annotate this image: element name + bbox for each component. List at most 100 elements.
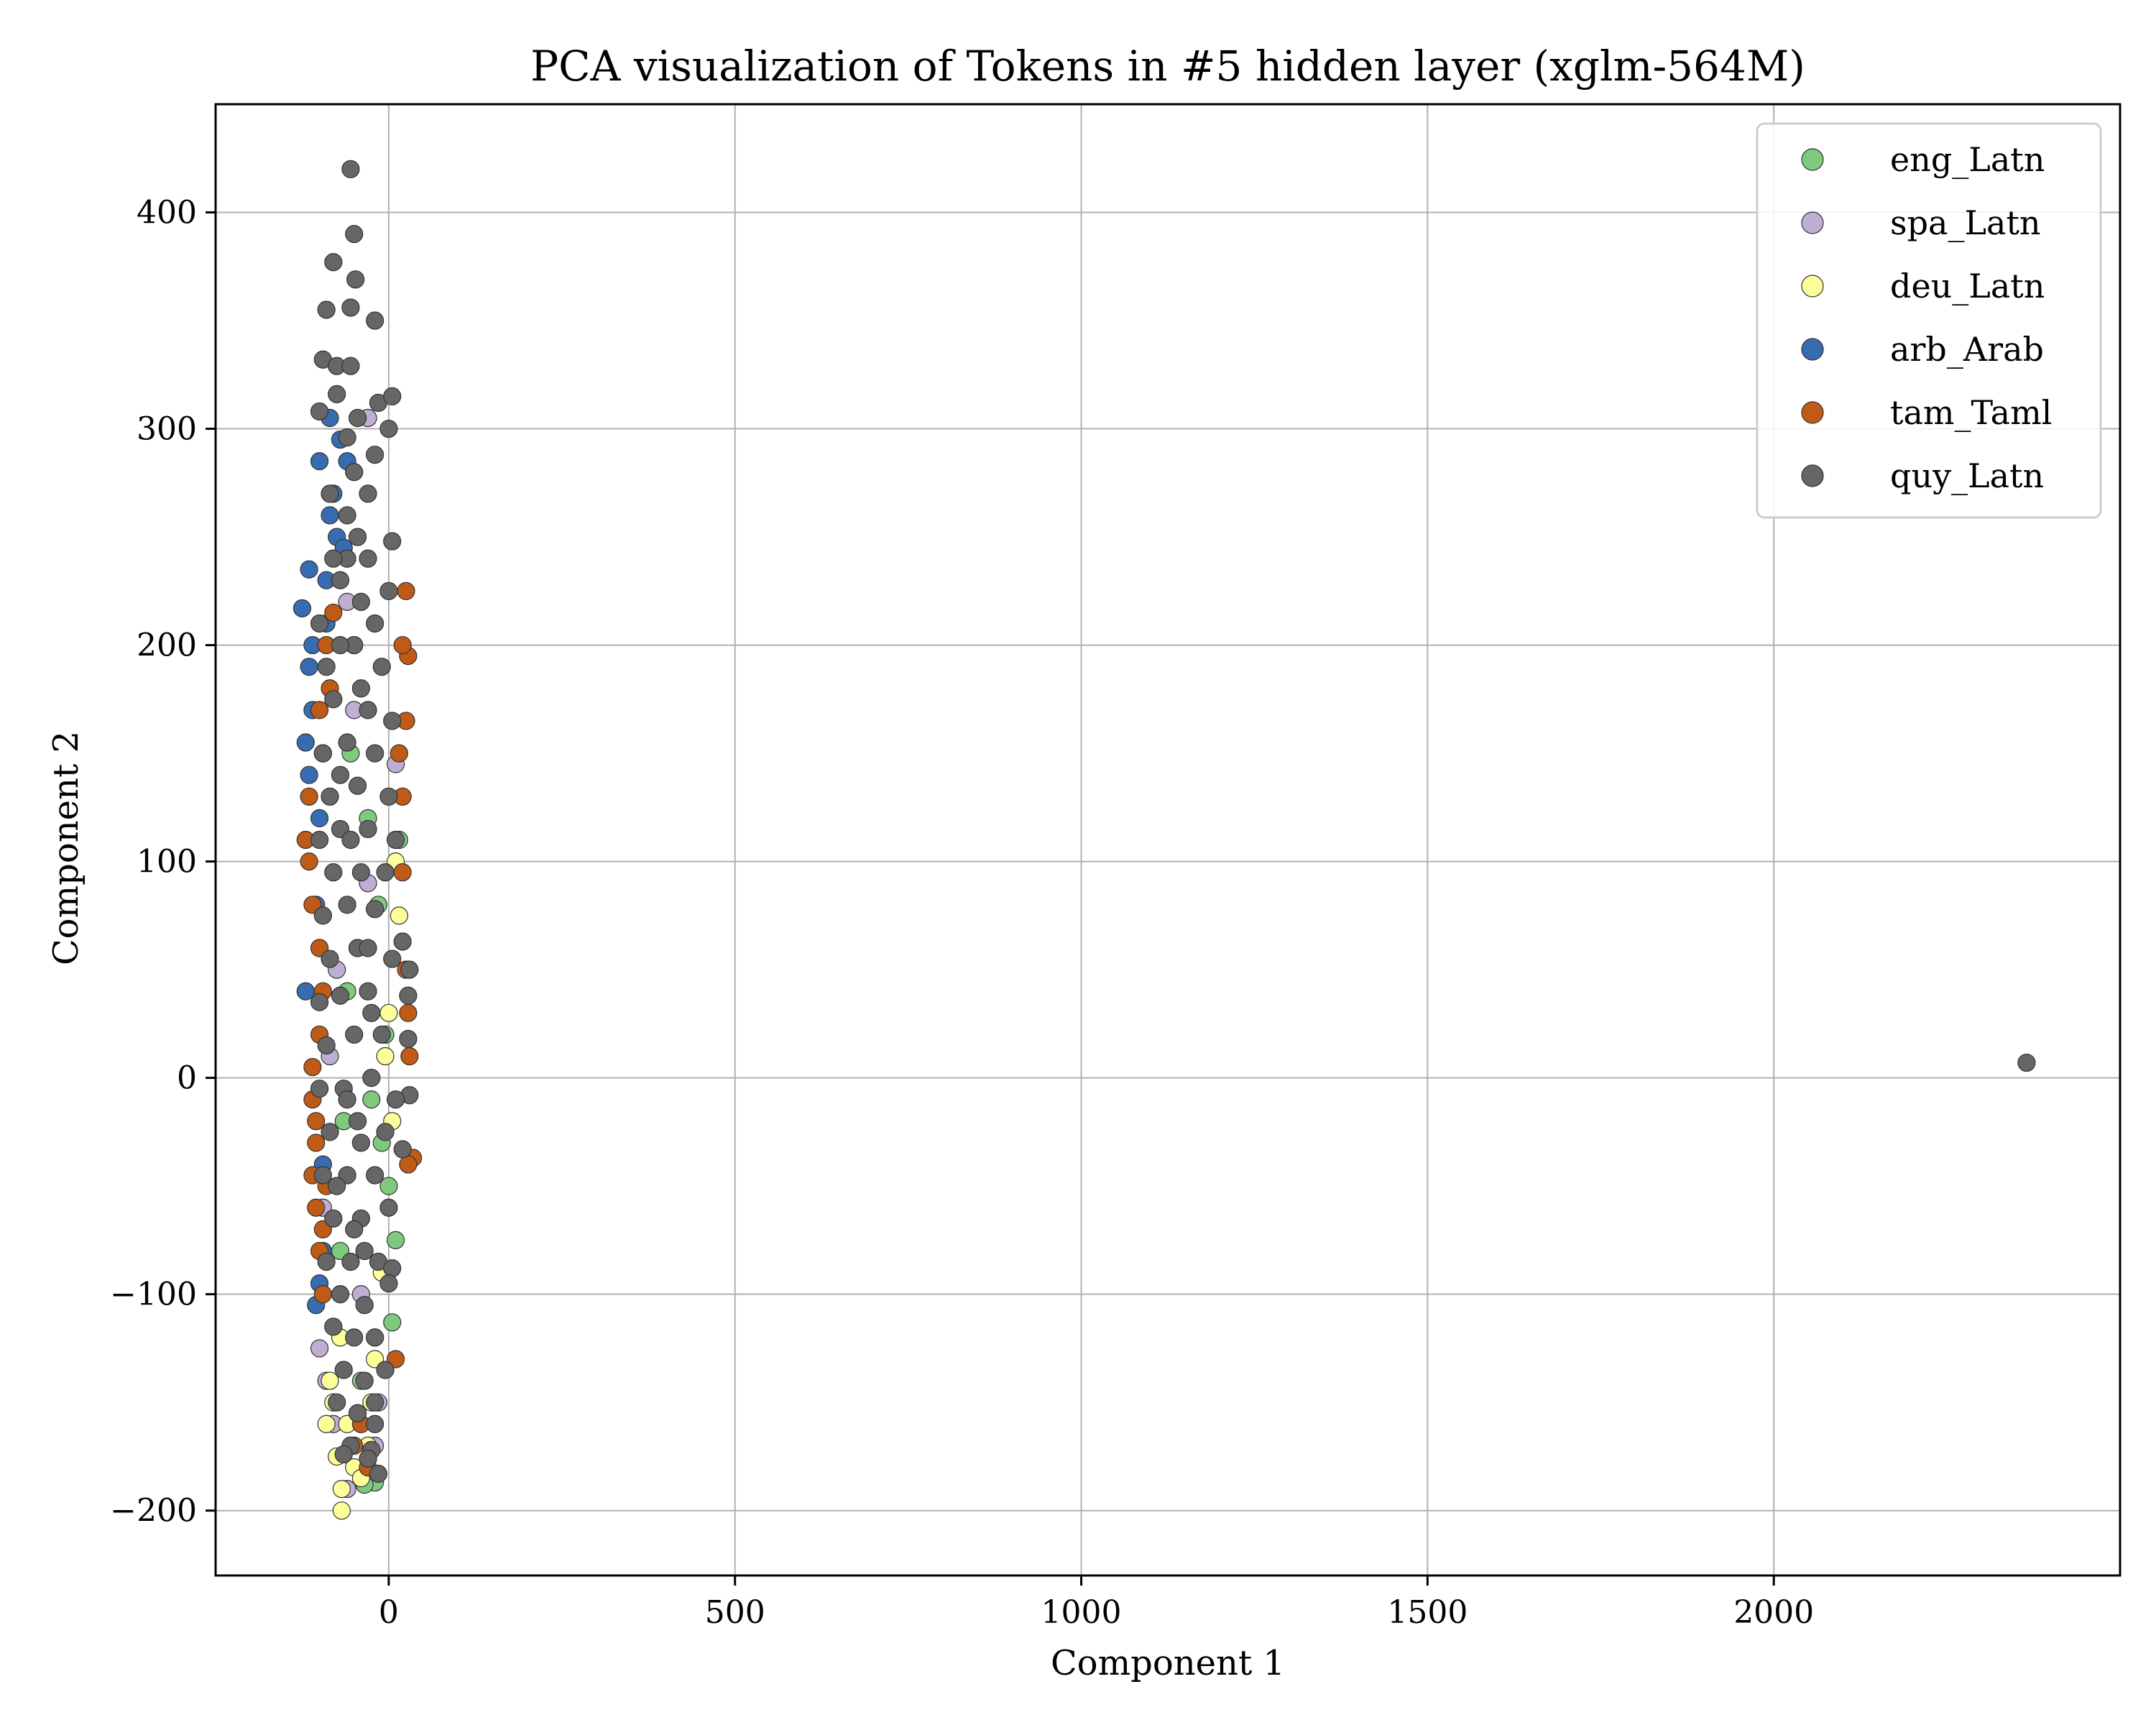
legend-marker	[1801, 211, 1824, 234]
data-point	[310, 701, 329, 719]
data-point	[359, 939, 377, 957]
data-point	[324, 863, 343, 882]
data-point	[341, 298, 360, 317]
data-point	[345, 463, 364, 482]
data-point	[351, 592, 370, 611]
data-point	[393, 1140, 412, 1159]
data-point	[366, 1328, 384, 1347]
y-axis-label: Component 2	[46, 731, 86, 965]
data-point	[393, 635, 412, 655]
data-point	[324, 1317, 343, 1336]
data-point	[332, 1501, 351, 1520]
data-point	[351, 679, 370, 698]
data-point	[307, 1133, 326, 1152]
data-point	[296, 982, 315, 1000]
data-point	[338, 428, 356, 447]
data-point	[379, 1198, 398, 1217]
data-point	[345, 225, 364, 244]
legend-label: eng_Latn	[1890, 140, 2045, 179]
data-point	[300, 787, 318, 806]
data-point	[307, 1198, 326, 1217]
data-point	[399, 986, 418, 1005]
data-point	[338, 506, 356, 525]
data-point	[317, 658, 336, 676]
data-point	[341, 160, 360, 178]
data-point	[341, 1252, 360, 1271]
data-point	[321, 1123, 339, 1141]
data-point	[313, 1285, 332, 1304]
legend: eng_Latn spa_Latn deu_Latn arb_Arab tam_Taml…	[1756, 122, 2102, 519]
data-point	[310, 614, 329, 633]
data-point	[366, 900, 384, 919]
data-point	[366, 311, 384, 330]
legend-label: quy_Latn	[1890, 456, 2044, 495]
chart-title: PCA visualization of Tokens in #5 hidden…	[530, 42, 1805, 91]
data-point	[310, 809, 329, 827]
data-point	[338, 896, 356, 914]
data-point	[345, 1220, 364, 1238]
data-point	[366, 1414, 384, 1433]
data-point	[341, 830, 360, 850]
data-point	[386, 830, 405, 850]
data-point	[393, 932, 412, 951]
data-point	[317, 1414, 336, 1433]
data-point	[383, 949, 402, 968]
legend-label: spa_Latn	[1890, 203, 2041, 242]
data-point	[355, 1241, 374, 1261]
data-point	[345, 1328, 364, 1347]
data-point	[321, 484, 339, 503]
data-point	[355, 1296, 374, 1315]
data-point	[351, 863, 370, 882]
data-point	[366, 1393, 384, 1412]
data-point	[300, 765, 318, 784]
data-point	[345, 1025, 364, 1044]
data-point	[359, 549, 377, 568]
data-point	[317, 300, 336, 319]
data-point	[338, 1090, 356, 1109]
data-point	[321, 949, 339, 968]
data-point	[300, 658, 318, 676]
data-point	[332, 1479, 351, 1499]
data-point	[359, 982, 377, 1000]
data-point	[334, 1445, 353, 1464]
plot-frame	[214, 103, 2122, 1577]
data-point	[310, 993, 329, 1011]
data-point	[321, 1371, 339, 1390]
data-point	[383, 712, 402, 730]
data-point	[348, 408, 367, 428]
data-point	[376, 1046, 395, 1066]
x-tick-label: 2000	[1733, 1594, 1814, 1631]
data-point	[324, 549, 343, 568]
data-point	[300, 560, 318, 579]
data-point	[310, 830, 329, 850]
data-point	[303, 1057, 322, 1077]
y-tick-label: 0	[177, 1060, 197, 1097]
axis-ticks: 0 500 1000 1500 2000 −200 −100 0 100 200 300 400	[110, 195, 1814, 1631]
data-point	[313, 906, 332, 925]
data-point	[331, 635, 350, 655]
data-point	[317, 1036, 336, 1055]
data-points	[292, 160, 2036, 1520]
data-point	[390, 744, 408, 763]
data-point	[379, 419, 398, 438]
data-point	[292, 599, 312, 617]
data-point	[348, 1404, 367, 1422]
data-point	[331, 765, 350, 784]
data-point	[341, 356, 360, 375]
data-point	[379, 1003, 398, 1022]
data-point	[372, 1025, 391, 1044]
legend-marker	[1801, 401, 1824, 424]
data-point	[362, 1069, 381, 1087]
data-point	[321, 506, 339, 525]
legend-label: deu_Latn	[1890, 267, 2045, 305]
data-point	[379, 1177, 398, 1195]
data-point	[331, 571, 350, 589]
data-point	[324, 1209, 343, 1228]
data-point	[362, 1090, 381, 1109]
legend-box	[1756, 122, 2102, 519]
y-tick-label: −100	[110, 1276, 197, 1313]
x-tick-label: 1500	[1387, 1594, 1468, 1631]
data-point	[376, 863, 395, 882]
data-point	[334, 1361, 353, 1379]
